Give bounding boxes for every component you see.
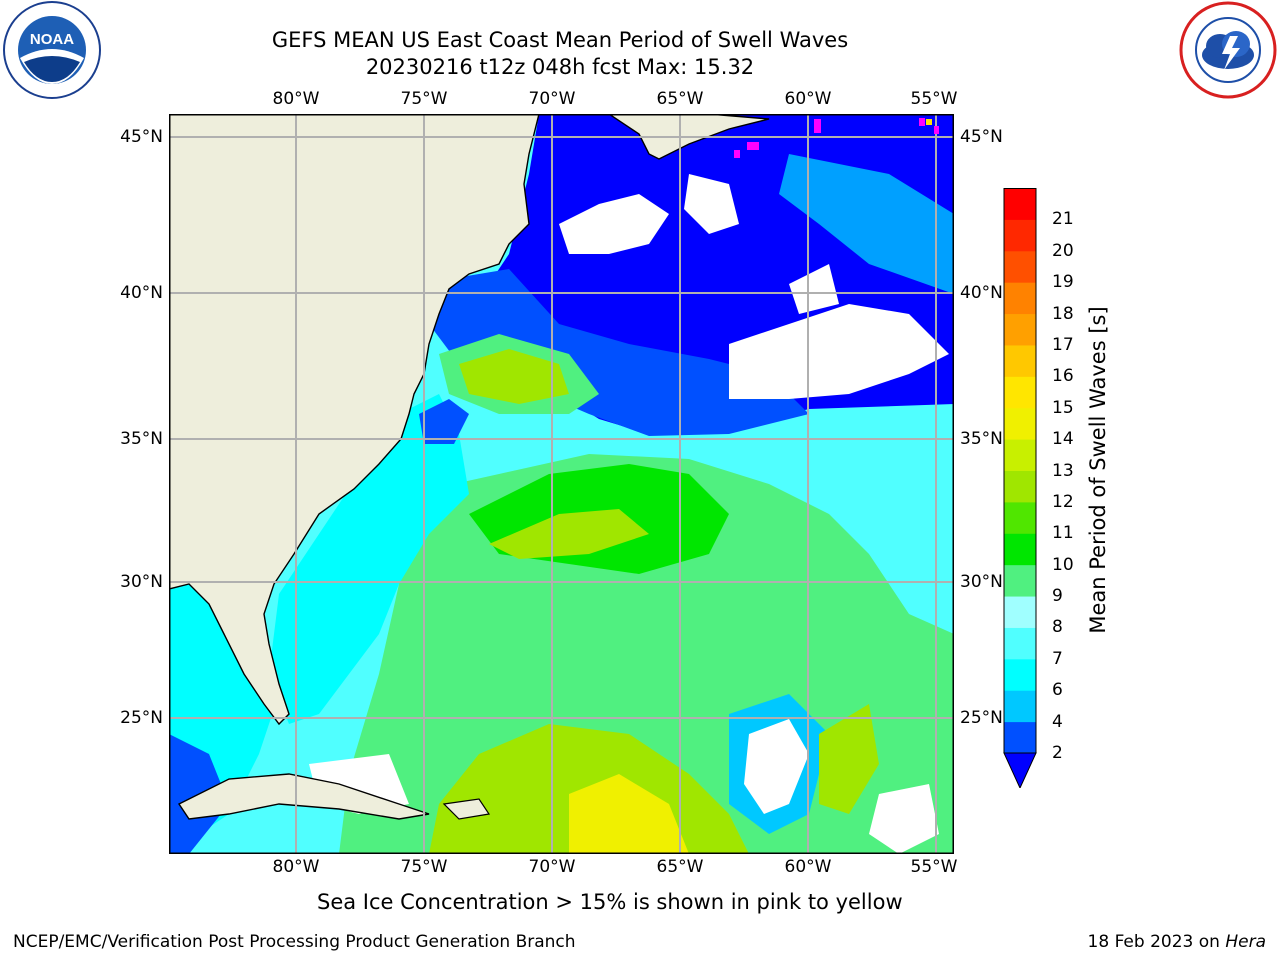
band-2-4 [429,269,809,436]
colorbar-segment [1004,658,1036,691]
lon-label-bottom: 65°W [656,857,704,877]
colorbar [1003,188,1037,788]
colorbar-segment [1004,439,1036,471]
lat-label-left: 25°N [120,708,163,728]
lat-label-left: 30°N [120,572,163,592]
colorbar-tick-label: 20 [1052,240,1074,261]
lat-label-left: 40°N [120,283,163,303]
graticule [169,114,954,854]
colorbar-tick-label: 6 [1052,680,1063,701]
colorbar-tick-label: 2 [1052,743,1063,763]
lat-label-left: 45°N [120,127,163,147]
colorbar-tick-label: 11 [1052,523,1074,544]
colorbar-segment [1004,596,1036,628]
lon-label-top: 55°W [910,89,958,109]
colorbar-segment [1004,721,1036,754]
lon-label-top: 70°W [528,89,576,109]
lon-label-bottom: 70°W [528,857,576,877]
colorbar-segment [1004,407,1036,440]
colorbar-tick-label: 13 [1052,460,1074,481]
lon-label-top: 80°W [272,89,320,109]
lon-label-top: 75°W [400,89,448,109]
colorbar-tick-label: 15 [1052,397,1074,418]
colorbar-tick-label: 16 [1052,366,1074,387]
noaa-logo: NOAA [3,1,101,99]
coastal-cyan [269,394,469,724]
colorbar-tick-label: 8 [1052,617,1063,638]
lon-label-bottom: 80°W [272,857,320,877]
colorbar-tick-label: 19 [1052,272,1074,293]
lon-label-top: 60°W [784,89,832,109]
lat-label-right: 35°N [960,429,1003,449]
lat-label-right: 40°N [960,283,1003,303]
colorbar-title: Mean Period of Swell Waves [s] [1086,306,1110,634]
colorbar-segment [1004,627,1036,660]
map-subtitle: 20230216 t12z 048h fcst Max: 15.32 [365,55,755,79]
lon-label-bottom: 75°W [400,857,448,877]
lon-label-bottom: 60°W [784,857,832,877]
noaa-logo-text: NOAA [30,31,74,48]
cuba-land [177,773,430,820]
colorbar-tick-label: 10 [1052,554,1074,575]
north-america-land [169,114,540,726]
footer-date-text: 18 Feb 2023 on [1087,932,1226,952]
sea-ice-note: Sea Ice Concentration > 15% is shown in … [317,890,903,914]
nws-logo [1179,1,1277,99]
lat-label-left: 35°N [120,429,163,449]
colorbar-under-arrow [1003,752,1037,788]
colorbar-tick-label: 4 [1052,711,1063,732]
colorbar-segment [1004,533,1036,566]
colorbar-segment [1004,376,1036,409]
colorbar-segment [1004,250,1036,283]
lat-label-right: 30°N [960,572,1003,592]
colorbar-segment [1004,690,1036,723]
footer-credit: NCEP/EMC/Verification Post Processing Pr… [13,932,576,952]
colorbar-tick-label: 12 [1052,491,1074,512]
colorbar-segment [1004,282,1036,315]
colorbar-tick-label: 21 [1052,209,1074,230]
footer-date: 18 Feb 2023 on Hera [1088,932,1266,952]
colorbar-tick-label: 17 [1052,334,1074,355]
colorbar-segment [1004,564,1036,597]
lat-label-right: 25°N [960,708,1003,728]
lon-label-bottom: 55°W [910,857,958,877]
map-title: GEFS MEAN US East Coast Mean Period of S… [271,28,849,52]
colorbar-tick-label: 7 [1052,648,1063,669]
colorbar-segment [1004,219,1036,252]
colorbar-tick-label: 9 [1052,586,1063,607]
colorbar-segment [1004,470,1036,503]
colorbar-segment [1004,344,1036,377]
colorbar-segment [1004,501,1036,534]
lon-label-top: 65°W [656,89,704,109]
colorbar-segment [1004,313,1036,346]
colorbar-tick-label: 18 [1052,303,1074,324]
footer-host: Hera [1225,932,1266,952]
colorbar-segment [1004,188,1036,220]
swell-period-map [169,114,954,854]
lat-label-right: 45°N [960,127,1003,147]
colorbar-tick-label: 14 [1052,429,1074,450]
